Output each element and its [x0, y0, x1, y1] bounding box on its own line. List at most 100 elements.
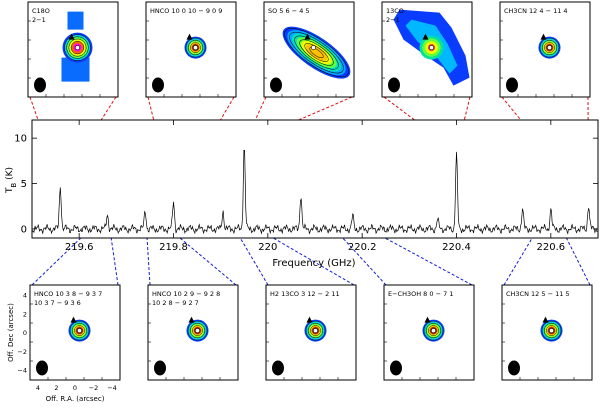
- triangle-marker: [540, 33, 547, 40]
- beam-ellipse: [270, 77, 282, 93]
- map-x-tick-label: 2: [54, 384, 58, 392]
- contour-line: [309, 47, 324, 59]
- source-marker: [312, 328, 318, 334]
- y-axis-label: TB (K): [5, 167, 18, 194]
- contour-line: [428, 325, 439, 336]
- top-connector: [501, 96, 589, 204]
- contour-line: [66, 36, 89, 59]
- x-tick-label: 220.6: [537, 242, 566, 253]
- map-label: CH3CN 12 5 − 11 5: [506, 290, 570, 298]
- triangle-marker: [422, 33, 429, 40]
- map-y-axis-label: Off. Dec (arcsec): [7, 303, 15, 362]
- contour-line: [70, 40, 85, 55]
- x-axis-label: Frequency (GHz): [272, 258, 355, 269]
- map-x-tick-label: 0: [73, 384, 77, 392]
- spectrum-panel: 219.6 219.8 220 220.2 220.4 220.6 0 5 10 Frequen…: [5, 119, 599, 269]
- contour-line: [187, 320, 208, 341]
- bottom-map-3: E−CH3OH 8 0 − 7 1: [383, 284, 475, 381]
- y-tick-label: 5: [21, 179, 27, 190]
- source-marker: [430, 328, 436, 334]
- contour-line: [305, 320, 326, 341]
- x-tick-label: 220.4: [442, 242, 471, 253]
- contour-line: [289, 31, 344, 74]
- contour-line: [544, 42, 555, 53]
- contour-line: [543, 323, 560, 339]
- y-tick-label: 10: [14, 134, 27, 145]
- triangle-marker: [424, 316, 431, 323]
- bottom-connector: [300, 192, 387, 286]
- map-y-tick-label: 2: [23, 310, 27, 318]
- map-label: HNCO 10 2 9 − 9 2 8: [152, 290, 220, 298]
- contour-line: [284, 28, 349, 78]
- x-tick-label: 219.8: [159, 242, 188, 253]
- x-tick-label: 219.6: [65, 242, 94, 253]
- triangle-marker: [306, 316, 313, 323]
- triangle-marker: [186, 33, 193, 40]
- triangle-marker: [70, 316, 77, 323]
- source-marker: [77, 328, 83, 334]
- map-label: SO 5 6 − 4 5: [268, 7, 310, 15]
- contour-line: [541, 40, 558, 56]
- bottom-map-0: HNCO 10 3 8 − 9 3 710 3 7 − 9 3 6 4 2 0 −2 −4…: [7, 284, 121, 403]
- source-marker: [193, 45, 199, 51]
- source-marker: [310, 45, 316, 51]
- contour-line: [194, 327, 201, 334]
- map-y-tick-label: 0: [23, 329, 27, 337]
- map-label: H2 13CO 3 12 − 2 11: [270, 290, 340, 298]
- contour-line: [187, 40, 204, 56]
- contour-line: [189, 323, 206, 339]
- x-tick-label: 220.2: [348, 242, 377, 253]
- x-tick-label: 220: [258, 242, 277, 253]
- triangle-marker: [68, 33, 75, 40]
- map-label: 10 3 7 − 9 3 6: [34, 299, 81, 307]
- spectrum-frame: [31, 119, 599, 239]
- contour-line: [312, 327, 319, 334]
- contour-line: [425, 323, 442, 339]
- map-x-tick-label: 4: [36, 384, 40, 392]
- beam-ellipse: [34, 77, 46, 93]
- contour-line: [430, 327, 437, 334]
- beam-ellipse: [390, 360, 402, 376]
- map-label: HNCO 10 3 8 − 9 3 7: [34, 290, 102, 298]
- contour-line: [541, 320, 562, 341]
- bottom-map-2: H2 13CO 3 12 − 2 11: [265, 284, 357, 381]
- top-connector: [587, 96, 590, 204]
- contour-line: [546, 44, 553, 51]
- contour-line: [546, 325, 557, 336]
- source-marker: [546, 45, 552, 51]
- map-x-tick-label: −4: [107, 384, 117, 392]
- beam-ellipse: [506, 77, 518, 93]
- bottom-connector: [144, 208, 151, 286]
- contour-line: [548, 327, 555, 334]
- contour-line: [64, 34, 91, 61]
- beam-ellipse: [508, 360, 520, 376]
- map-label: 2−1: [386, 16, 400, 24]
- beam-ellipse: [272, 360, 284, 376]
- contour-line: [192, 325, 203, 336]
- bottom-map-1: HNCO 10 2 9 − 9 2 810 2 8 − 9 2 7: [147, 284, 239, 381]
- source-marker: [75, 45, 81, 51]
- contour-line: [190, 42, 201, 53]
- map-label: C18O: [32, 7, 50, 15]
- bottom-map-4: CH3CN 12 5 − 11 5: [501, 284, 593, 381]
- map-y-tick-label: −2: [17, 348, 27, 356]
- map-label: CH3CN 12 4 − 11 4: [504, 7, 568, 15]
- contour-line: [76, 327, 83, 334]
- contour-line: [310, 325, 321, 336]
- source-marker: [195, 328, 201, 334]
- map-label: 10 2 8 − 9 2 7: [152, 299, 199, 307]
- contour-line: [307, 323, 324, 339]
- top-map-4: CH3CN 12 4 − 11 4: [499, 1, 591, 98]
- beam-ellipse: [388, 77, 400, 93]
- contour-line: [68, 38, 87, 57]
- source-marker: [548, 328, 554, 334]
- contour-line: [539, 37, 560, 58]
- triangle-marker: [304, 33, 311, 40]
- contour-line: [304, 43, 329, 62]
- map-x-tick-label: −2: [89, 384, 99, 392]
- map-x-axis-label: Off. R.A. (arcsec): [46, 395, 105, 403]
